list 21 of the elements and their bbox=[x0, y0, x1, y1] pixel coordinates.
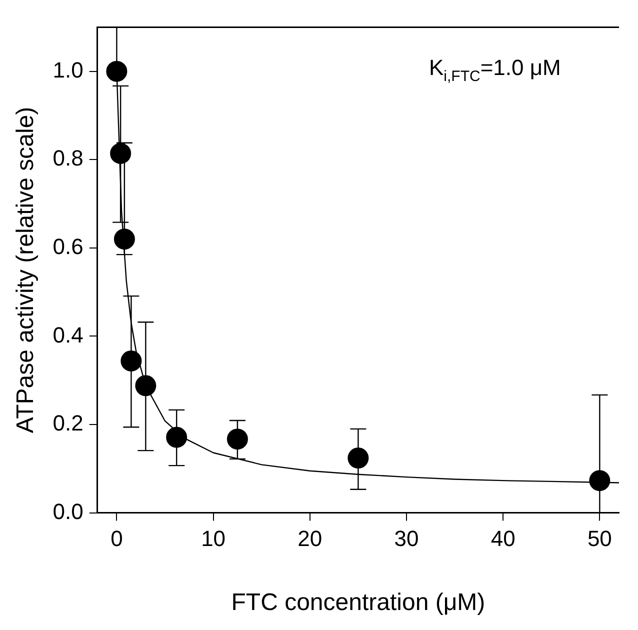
point bbox=[120, 350, 142, 372]
y-tick-label: 0.4 bbox=[52, 322, 84, 348]
y-tick-label: 0.0 bbox=[52, 498, 84, 524]
point bbox=[226, 428, 248, 450]
y-tick-label: 0.2 bbox=[52, 410, 84, 436]
x-tick-label: 20 bbox=[298, 526, 322, 552]
point bbox=[166, 426, 188, 448]
point bbox=[114, 228, 135, 250]
x-tick-label: 10 bbox=[201, 526, 226, 552]
x-tick-label: 30 bbox=[394, 526, 419, 552]
x-tick-label: 50 bbox=[587, 526, 612, 552]
y-tick-label: 0.8 bbox=[52, 146, 84, 171]
point bbox=[348, 448, 369, 469]
x-tick-label: 0 bbox=[110, 526, 123, 552]
y-tick-label: 0.6 bbox=[52, 234, 84, 259]
x-tick-label: 40 bbox=[490, 526, 516, 552]
point bbox=[135, 375, 156, 396]
x-axis-title: FTC concentration (μM) bbox=[231, 589, 486, 616]
y-axis-title: ATPase activity (relative scale) bbox=[12, 106, 40, 434]
y-tick-label: 1.0 bbox=[52, 57, 84, 82]
point bbox=[589, 470, 610, 492]
